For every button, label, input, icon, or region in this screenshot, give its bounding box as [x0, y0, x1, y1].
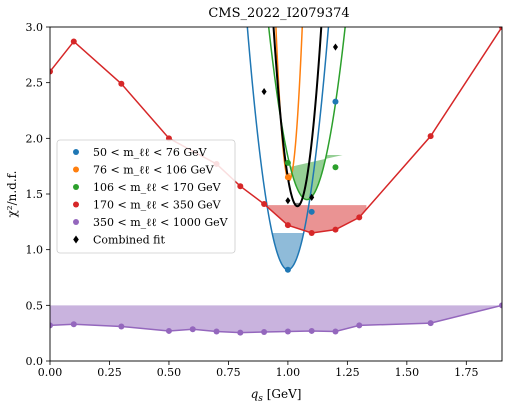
point-170-m-350-gev-12 — [499, 27, 502, 30]
point-350-m-1000-gev-12 — [427, 320, 434, 327]
x-tick-label: 0.75 — [216, 366, 241, 379]
point-106-m-170-gev-1 — [332, 164, 339, 171]
point-350-m-1000-gev-5 — [213, 328, 220, 335]
point-combined-fit-1 — [285, 197, 291, 205]
y-tick-label: 3.0 — [26, 21, 44, 34]
point-350-m-1000-gev-10 — [332, 328, 339, 335]
point-combined-fit-2 — [309, 193, 315, 201]
point-170-m-350-gev-2 — [118, 80, 125, 87]
band-350-m-1000-gev — [50, 305, 502, 333]
x-tick-label: 1.75 — [454, 366, 479, 379]
y-tick-label: 1.0 — [26, 244, 44, 257]
y-tick-label: 0.0 — [26, 355, 44, 368]
point-170-m-350-gev-7 — [284, 222, 291, 229]
y-tick-label: 0.5 — [26, 299, 44, 312]
point-350-m-1000-gev-6 — [237, 329, 244, 336]
point-350-m-1000-gev-3 — [165, 327, 172, 334]
point-350-m-1000-gev-11 — [356, 322, 363, 329]
y-tick-label: 2.0 — [26, 132, 44, 145]
legend-entry-170-m-350-gev: 170 < m_ℓℓ < 350 GeV — [73, 199, 222, 212]
legend: 50 < m_ℓℓ < 76 GeV 76 < m_ℓℓ < 106 GeV 106… — [56, 139, 236, 254]
line-350-m-1000-gev — [50, 304, 502, 334]
band-50-m-76-gev — [264, 232, 312, 270]
legend-label: 350 < m_ℓℓ < 1000 GeV — [93, 216, 229, 229]
point-50-m-76-gev-0 — [284, 266, 291, 273]
y-tick-label: 1.5 — [26, 188, 44, 201]
x-tick-label: 1.50 — [395, 366, 420, 379]
point-170-m-350-gev-11 — [427, 133, 434, 140]
legend-marker — [73, 235, 79, 244]
legend-entry-50-m-76-gev: 50 < m_ℓℓ < 76 GeV — [73, 146, 208, 159]
y-axis: 0.0 0.5 1.0 1.5 2.0 2.5 3.0 — [26, 21, 50, 368]
legend-marker — [73, 184, 79, 190]
y-axis-label: χ²/n.d.f. — [5, 171, 19, 218]
legend-marker — [73, 219, 79, 225]
x-tick-label: 0.50 — [157, 366, 182, 379]
legend-entry-106-m-170-gev: 106 < m_ℓℓ < 170 GeV — [73, 181, 222, 194]
point-170-m-350-gev-10 — [356, 214, 363, 221]
legend-label: 170 < m_ℓℓ < 350 GeV — [93, 199, 222, 212]
x-tick-label: 1.25 — [335, 366, 360, 379]
point-350-m-1000-gev-9 — [308, 327, 315, 334]
chart-title: CMS_2022_I2079374 — [208, 6, 349, 21]
legend-entry-combined-fit: Combined fit — [73, 234, 165, 247]
legend-entry-350-m-1000-gev: 350 < m_ℓℓ < 1000 GeV — [73, 216, 229, 229]
point-170-m-350-gev-6 — [261, 201, 268, 208]
point-170-m-350-gev-5 — [237, 183, 244, 190]
point-170-m-350-gev-9 — [332, 226, 339, 233]
x-tick-label: 1.00 — [276, 366, 301, 379]
point-combined-fit-0 — [261, 87, 267, 96]
point-50-m-76-gev-1 — [308, 208, 315, 215]
legend-box — [56, 139, 236, 254]
point-170-m-350-gev-0 — [50, 68, 53, 75]
legend-marker — [73, 201, 79, 208]
legend-label: Combined fit — [93, 234, 165, 247]
point-350-m-1000-gev-13 — [499, 302, 502, 309]
band-170-m-350-gev — [264, 205, 367, 233]
point-350-m-1000-gev-7 — [261, 329, 268, 336]
point-350-m-1000-gev-1 — [70, 321, 77, 328]
x-tick-label: 0.25 — [97, 366, 122, 379]
x-axis: 0.00 0.25 0.50 0.75 1.00 1.25 1.50 1.75 — [38, 361, 479, 379]
point-combined-fit-3 — [332, 43, 338, 51]
legend-label: 50 < m_ℓℓ < 76 GeV — [93, 146, 208, 159]
legend-label: 106 < m_ℓℓ < 170 GeV — [93, 181, 222, 194]
point-350-m-1000-gev-8 — [284, 328, 291, 335]
point-76-m-106-gev-0 — [284, 174, 291, 181]
plot-area — [50, 27, 502, 336]
legend-entry-76-m-106-gev: 76 < m_ℓℓ < 106 GeV — [73, 164, 215, 177]
line-combined-fit — [272, 27, 323, 208]
legend-marker — [73, 149, 79, 155]
point-106-m-170-gev-0 — [284, 159, 291, 166]
point-350-m-1000-gev-4 — [189, 326, 196, 333]
legend-marker — [73, 166, 79, 173]
band-106-m-170-gev — [290, 155, 343, 200]
legend-label: 76 < m_ℓℓ < 106 GeV — [93, 164, 215, 177]
point-350-m-1000-gev-0 — [50, 322, 53, 329]
x-tick-label: 0.00 — [38, 366, 63, 379]
x-axis-label: qs [GeV] — [251, 387, 302, 404]
point-170-m-350-gev-8 — [308, 229, 315, 236]
point-170-m-350-gev-1 — [70, 38, 77, 45]
point-50-m-76-gev-2 — [332, 98, 339, 105]
y-tick-label: 2.5 — [26, 77, 44, 90]
point-350-m-1000-gev-2 — [118, 323, 125, 330]
